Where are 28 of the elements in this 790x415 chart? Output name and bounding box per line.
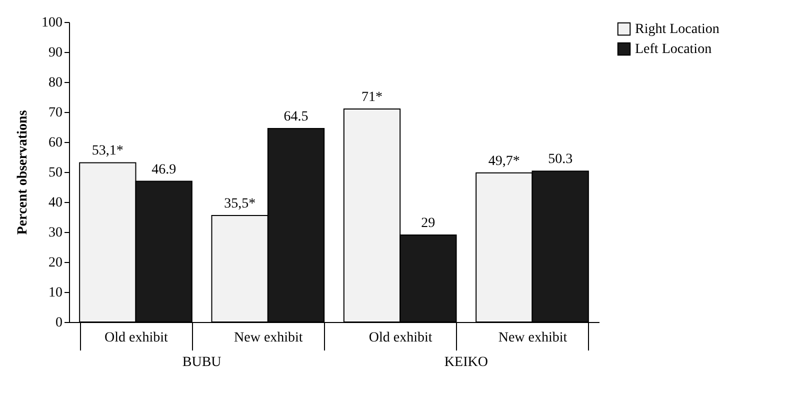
- y-tick-label: 20: [48, 256, 62, 270]
- x-tick-label: New exhibit: [234, 330, 303, 346]
- x-tick-label: Old exhibit: [368, 330, 432, 346]
- y-tick-label: 80: [48, 76, 62, 90]
- data-label: 46.9: [152, 162, 176, 178]
- data-label: 71*: [362, 90, 382, 105]
- text: KEIKO: [444, 355, 488, 370]
- y-axis-title: Percent observations: [16, 110, 30, 235]
- legend-label: Left Location: [635, 42, 712, 57]
- data-label: 29: [421, 216, 436, 231]
- x-tick-label: Old exhibit: [104, 330, 168, 346]
- legend-label: Right Location: [635, 22, 720, 37]
- x-tick-label: New exhibit: [498, 330, 568, 346]
- y-tick-label: 30: [48, 226, 62, 240]
- data-label: 53,1*: [92, 144, 124, 159]
- y-tick-label: 40: [48, 196, 62, 210]
- text: BUBU: [182, 355, 222, 370]
- data-label: 50.3: [548, 152, 573, 168]
- y-tick-label: 60: [48, 136, 62, 150]
- data-label: 64.5: [284, 110, 308, 124]
- y-tick-label: 100: [42, 16, 62, 30]
- y-tick-label: 70: [48, 106, 62, 120]
- y-tick-label: 50: [48, 166, 62, 180]
- data-label: 35,5*: [224, 196, 256, 212]
- y-tick-label: 0: [56, 316, 62, 330]
- data-label: 49,7*: [488, 154, 520, 169]
- y-tick-label: 90: [48, 46, 62, 60]
- y-tick-label: 10: [48, 286, 62, 300]
